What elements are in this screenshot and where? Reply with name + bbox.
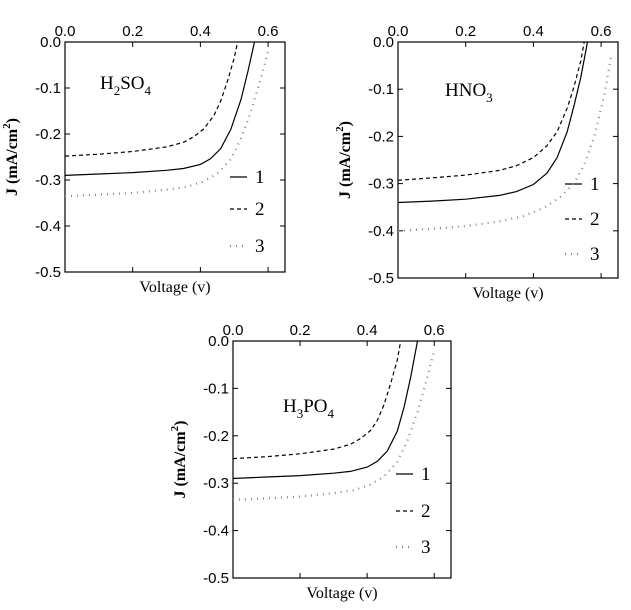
y-tick-label: -0.5	[35, 264, 61, 281]
y-tick-label: -0.3	[203, 475, 229, 492]
x-tick-label: 0.2	[122, 23, 143, 40]
panel-label: H2SO4	[100, 73, 152, 98]
y-axis-label: J (mA/cm2)	[169, 421, 189, 499]
y-tick-label: -0.5	[203, 570, 229, 587]
y-tick-label: -0.4	[203, 523, 229, 540]
plot-frame	[232, 340, 452, 579]
panel-label: HNO3	[445, 80, 493, 105]
y-tick-label: -0.5	[368, 270, 394, 287]
series-line-2	[398, 42, 585, 181]
series-line-1	[65, 42, 256, 176]
y-tick-label: -0.3	[35, 172, 61, 189]
plot-frame	[397, 41, 619, 279]
x-axis-label: Voltage (v)	[139, 279, 210, 296]
series-line-1	[233, 341, 419, 480]
y-tick-label: 0.0	[208, 333, 229, 350]
x-tick-label: 0.4	[523, 23, 544, 40]
y-axis-label: J (mA/cm2)	[1, 118, 21, 196]
y-tick-label: -0.1	[368, 81, 394, 98]
series-line-3	[233, 350, 436, 501]
legend-label-1: 1	[255, 167, 265, 188]
series-line-2	[65, 42, 239, 157]
x-tick-label: 0.6	[258, 23, 279, 40]
y-tick-label: -0.2	[203, 428, 229, 445]
x-tick-label: 0.0	[223, 322, 244, 339]
x-tick-label: 0.6	[591, 23, 612, 40]
x-axis-label: Voltage (v)	[306, 585, 377, 602]
series-line-1	[398, 42, 589, 204]
x-tick-label: 0.2	[455, 23, 476, 40]
legend-label-1: 1	[421, 464, 431, 485]
x-tick-label: 0.0	[388, 23, 409, 40]
panel-label: H3PO4	[283, 396, 335, 421]
x-tick-label: 0.0	[55, 23, 76, 40]
y-tick-label: -0.1	[203, 380, 229, 397]
panel-2: 0.0 0.2 0.4 0.6 0.0 -0.1 -0.2 -0.3 -0.4 -0.5 1 2 3 HN…	[334, 23, 619, 302]
y-tick-label: -0.3	[368, 176, 394, 193]
x-tick-label: 0.4	[357, 322, 378, 339]
plot-frame	[64, 41, 286, 273]
x-axis-label: Voltage (v)	[472, 285, 543, 302]
legend-label-3: 3	[590, 244, 600, 265]
y-tick-label: 0.0	[373, 34, 394, 51]
series-line-2	[233, 341, 402, 460]
y-tick-label: -0.1	[35, 80, 61, 97]
y-tick-label: -0.4	[35, 218, 61, 235]
y-tick-label: -0.4	[368, 223, 394, 240]
legend-label-2: 2	[421, 501, 431, 522]
panel-3: 0.0 0.2 0.4 0.6 0.0 -0.1 -0.2 -0.3 -0.4 -0.5 1 2 3 H3…	[169, 322, 452, 602]
x-tick-label: 0.4	[190, 23, 211, 40]
panel-1: 0.0 0.2 0.4 0.6 0.0 -0.1 -0.2 -0.3 -0.4 -0.5 1 2 3 H2…	[1, 23, 286, 296]
y-tick-label: 0.0	[40, 34, 61, 51]
y-tick-label: -0.2	[35, 126, 61, 143]
legend-label-3: 3	[421, 537, 431, 558]
y-tick-label: -0.2	[368, 128, 394, 145]
y-axis-label: J (mA/cm2)	[334, 121, 354, 199]
legend-label-2: 2	[255, 199, 265, 220]
legend-label-2: 2	[590, 209, 600, 230]
series-line-3	[398, 56, 613, 232]
x-tick-label: 0.6	[424, 322, 445, 339]
legend-label-3: 3	[255, 236, 265, 257]
x-tick-label: 0.2	[290, 322, 311, 339]
legend-label-1: 1	[590, 174, 600, 195]
